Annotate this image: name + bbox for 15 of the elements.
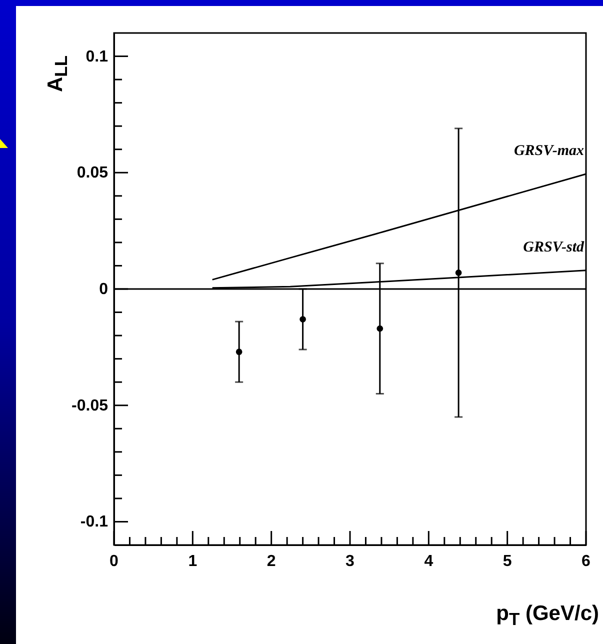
x-axis-title: p$_{T}$ (GeV/c)	[496, 602, 599, 630]
y-tick-label: -0.1	[80, 514, 108, 531]
y-tick-label: 0.05	[76, 164, 108, 182]
x-tick-label: 6	[582, 553, 591, 570]
x-tick-label: 3	[346, 553, 355, 570]
x-tick-label: 0	[110, 553, 119, 570]
y-tick-label: 0.1	[86, 48, 108, 66]
y-tick-label: -0.05	[72, 397, 108, 414]
x-tick-label: 2	[266, 553, 276, 570]
x-tick-label: 1	[188, 553, 198, 570]
x-tick-label: 4	[424, 553, 434, 570]
series-label: GRSV-max	[514, 143, 584, 160]
x-tick-label: 5	[502, 553, 512, 570]
series-label: GRSV-std	[523, 239, 584, 256]
y-tick-label: 0	[99, 281, 108, 298]
